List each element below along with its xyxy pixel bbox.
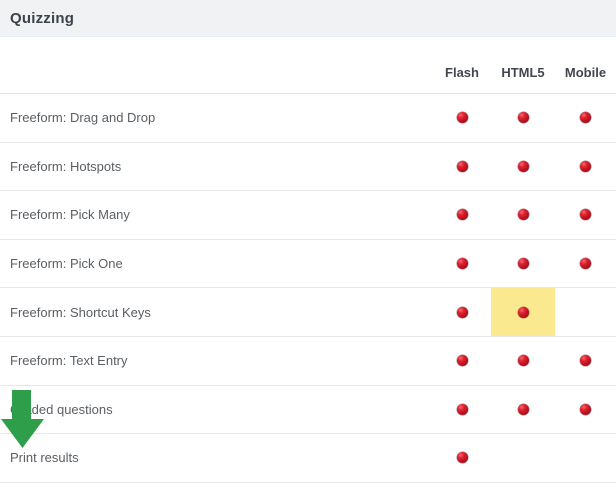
red-dot-icon [580,112,591,124]
feature-label: Freeform: Hotspots [10,158,122,174]
cell-flash [433,386,491,434]
red-dot-icon [456,258,468,270]
table-row: Freeform: Pick One [0,240,616,289]
feature-label: Print results [10,450,79,466]
cell-mobile [555,434,616,482]
red-dot-icon [456,160,468,172]
cell-html5 [491,386,555,434]
column-header-html5: HTML5 [501,64,545,80]
red-dot-icon [517,160,529,172]
red-dot-icon [580,209,591,221]
red-dot-icon [517,355,529,367]
feature-label: Freeform: Pick Many [10,207,130,223]
red-dot-icon [517,306,529,318]
section-header: Quizzing [0,0,616,37]
table-row: Freeform: Hotspots [0,143,616,192]
table-row: Graded questions [0,386,616,435]
cell-html5 [491,94,555,142]
red-dot-icon [580,160,591,172]
table-row: Freeform: Pick Many [0,191,616,240]
red-dot-icon [456,209,468,221]
red-dot-icon [517,209,529,221]
feature-label: Freeform: Shortcut Keys [10,304,151,320]
cell-mobile [555,337,616,385]
cell-mobile [555,143,616,191]
cell-html5 [491,191,555,239]
feature-label: Freeform: Text Entry [10,353,128,369]
feature-label: Freeform: Pick One [10,256,123,272]
cell-html5 [491,240,555,288]
column-header-mobile: Mobile [564,64,607,80]
cell-flash [433,191,491,239]
cell-flash [433,434,491,482]
cell-mobile [555,191,616,239]
red-dot-icon [580,355,591,367]
red-dot-icon [580,258,591,270]
red-dot-icon [517,403,529,415]
red-dot-icon [456,452,468,464]
red-dot-icon [517,258,529,270]
cell-flash [433,240,491,288]
cell-flash [433,337,491,385]
cell-flash [433,94,491,142]
cell-mobile [555,240,616,288]
feature-label: Freeform: Drag and Drop [10,110,156,126]
cell-html5-highlighted [491,288,555,336]
table-row: Freeform: Drag and Drop [0,94,616,143]
cell-mobile [555,288,616,336]
table-header-row: Flash HTML5 Mobile [0,37,616,93]
column-header-flash: Flash [445,64,479,80]
cell-mobile [555,386,616,434]
cell-flash [433,288,491,336]
cell-html5 [491,143,555,191]
page-title: Quizzing [10,9,75,27]
table-row: Freeform: Text Entry [0,337,616,386]
cell-flash [433,143,491,191]
red-dot-icon [580,403,591,415]
table-row: Freeform: Shortcut Keys [0,288,616,337]
red-dot-icon [456,403,468,415]
feature-label: Graded questions [10,401,113,417]
red-dot-icon [456,355,468,367]
red-dot-icon [456,306,468,318]
red-dot-icon [456,112,468,124]
cell-html5 [491,337,555,385]
feature-table: Freeform: Drag and Drop Freeform: Hotspot… [0,93,616,483]
cell-html5 [491,434,555,482]
table-row: Print results [0,434,616,483]
red-dot-icon [517,112,529,124]
cell-mobile [555,94,616,142]
